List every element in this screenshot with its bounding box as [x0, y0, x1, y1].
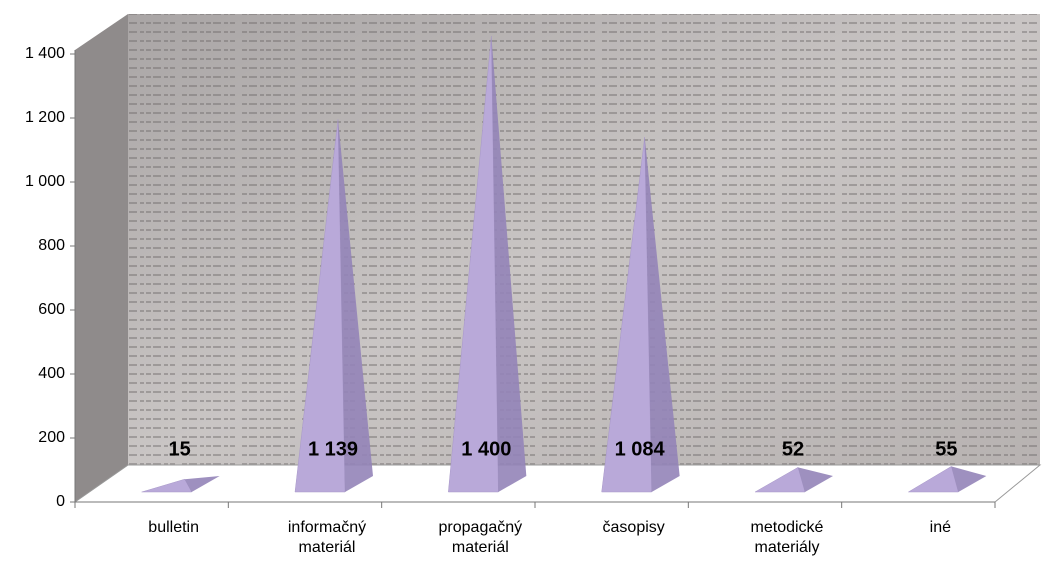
x-tick-label: metodické materiály — [750, 519, 824, 556]
pyramid-right-face — [184, 476, 220, 492]
side-wall — [75, 14, 128, 502]
pyramid-right-face — [644, 137, 680, 492]
y-tick-label: 400 — [38, 365, 65, 382]
value-label: 1 139 — [308, 438, 358, 460]
y-tick-label: 800 — [38, 237, 65, 254]
x-tick-label: iné — [929, 519, 951, 536]
value-label: 15 — [169, 438, 191, 460]
y-tick-label: 200 — [38, 429, 65, 446]
value-label: 55 — [935, 438, 957, 460]
value-label: 1 400 — [461, 438, 511, 460]
value-label: 1 084 — [615, 438, 666, 460]
floor — [73, 464, 1042, 503]
pyramid-left-face — [907, 466, 959, 493]
pyramid-right-face — [798, 467, 833, 492]
back-wall-texture — [128, 14, 1040, 465]
pyramid-right-face — [491, 36, 527, 492]
x-tick-label: propagačný materiál — [438, 519, 523, 556]
x-tick-label: bulletin — [148, 519, 199, 536]
x-tick-label: časopisy — [602, 519, 665, 536]
value-label: 52 — [782, 438, 804, 460]
y-tick-label: 1 200 — [25, 109, 65, 126]
y-tick-label: 0 — [56, 493, 65, 510]
pyramid-right-face — [338, 119, 373, 493]
y-tick-label: 1 400 — [25, 45, 65, 62]
pyramid-left-face — [294, 119, 346, 493]
pyramid-right-face — [951, 466, 987, 492]
y-tick-label: 600 — [38, 301, 65, 318]
x-tick-label: informačný materiál — [287, 519, 367, 556]
y-tick-label: 1 000 — [25, 173, 65, 190]
